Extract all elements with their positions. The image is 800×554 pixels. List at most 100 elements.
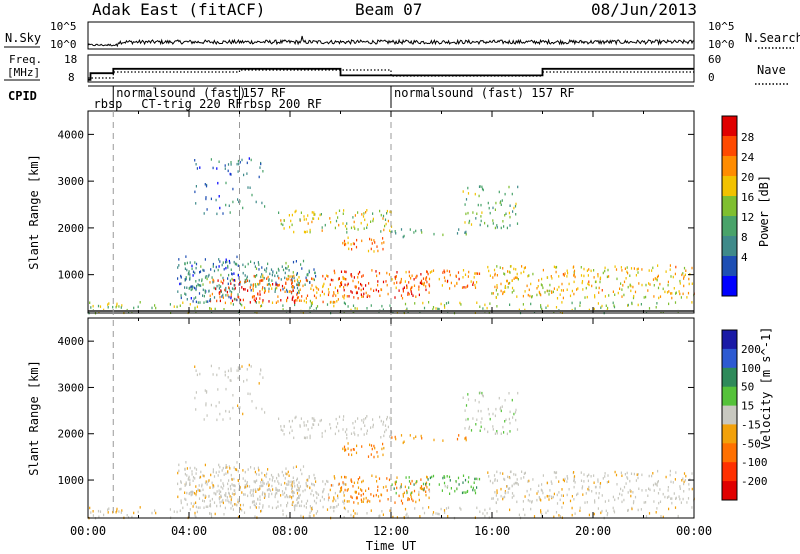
velocity-point-727 bbox=[429, 476, 431, 480]
velocity-point-288 bbox=[222, 482, 224, 485]
power-point-334 bbox=[300, 263, 302, 266]
power-point-1007 bbox=[553, 287, 555, 290]
power-point-583 bbox=[419, 281, 421, 285]
velocity-point-113 bbox=[414, 507, 416, 510]
power-point-733 bbox=[462, 276, 464, 279]
velocity-cb-band-2 bbox=[722, 367, 737, 388]
velocity-point-50 bbox=[484, 514, 486, 518]
velocity-point-1263 bbox=[216, 373, 218, 377]
power-point-987 bbox=[594, 280, 597, 284]
power-point-949 bbox=[601, 289, 603, 292]
velocity-point-353 bbox=[225, 466, 227, 469]
power-point-212 bbox=[263, 276, 265, 280]
velocity-point-1268 bbox=[259, 372, 261, 376]
power-point-342 bbox=[207, 275, 209, 278]
power-point-1290 bbox=[255, 200, 257, 204]
power-point-1127 bbox=[366, 223, 368, 227]
velocity-point-622 bbox=[402, 495, 404, 498]
velocity-point-1102 bbox=[389, 435, 391, 438]
velocity-point-71 bbox=[176, 510, 178, 514]
power-point-504 bbox=[323, 282, 325, 286]
velocity-point-94 bbox=[460, 508, 462, 511]
velocity-point-905 bbox=[555, 471, 557, 475]
velocity-point-659 bbox=[330, 484, 332, 487]
power-point-289 bbox=[285, 261, 287, 265]
velocity-point-77 bbox=[579, 506, 581, 510]
power-point-679 bbox=[357, 281, 360, 284]
power-point-1366 bbox=[210, 268, 212, 271]
velocity-point-773 bbox=[573, 485, 575, 489]
velocity-point-1132 bbox=[372, 425, 374, 429]
velocity-point-555 bbox=[252, 489, 254, 492]
power-point-1160 bbox=[369, 237, 371, 241]
velocity-point-1345 bbox=[197, 506, 199, 509]
power-point-455 bbox=[285, 281, 287, 285]
power-point-581 bbox=[404, 280, 406, 283]
power-point-819 bbox=[597, 273, 599, 276]
power-point-119 bbox=[438, 307, 440, 311]
power-point-501 bbox=[294, 279, 296, 283]
velocity-point-948 bbox=[645, 501, 647, 504]
power-point-353 bbox=[225, 261, 227, 264]
velocity-point-305 bbox=[197, 488, 199, 491]
velocity-point-946 bbox=[573, 475, 576, 478]
power-point-1387 bbox=[228, 295, 230, 299]
power-point-973 bbox=[581, 280, 584, 283]
power-point-685 bbox=[386, 271, 388, 275]
velocity-point-575 bbox=[363, 497, 365, 501]
velocity-point-477 bbox=[336, 505, 338, 508]
velocity-point-200 bbox=[217, 474, 219, 477]
power-point-347 bbox=[195, 266, 197, 270]
power-point-858 bbox=[670, 292, 672, 295]
velocity-point-823 bbox=[658, 501, 660, 505]
velocity-point-1405 bbox=[180, 499, 182, 502]
power-point-485 bbox=[324, 277, 326, 281]
velocity-point-1232 bbox=[492, 428, 494, 431]
velocity-point-90 bbox=[423, 511, 426, 515]
velocity-point-793 bbox=[571, 495, 573, 498]
power-point-826 bbox=[530, 282, 532, 286]
velocity-point-320 bbox=[206, 483, 208, 486]
velocity-point-730 bbox=[427, 478, 429, 481]
power-point-708 bbox=[443, 276, 446, 279]
velocity-point-1036 bbox=[686, 501, 688, 504]
power-point-1392 bbox=[186, 298, 188, 301]
power-point-701 bbox=[401, 297, 404, 300]
power-point-687 bbox=[355, 285, 357, 289]
power-point-462 bbox=[224, 288, 226, 292]
velocity-point-445 bbox=[238, 501, 240, 504]
power-point-31 bbox=[155, 306, 157, 310]
power-point-672 bbox=[380, 288, 382, 291]
power-point-1374 bbox=[204, 289, 206, 292]
power-point-158 bbox=[613, 304, 615, 307]
velocity-point-650 bbox=[353, 481, 355, 485]
velocity-point-387 bbox=[226, 496, 228, 499]
power-point-111 bbox=[262, 301, 264, 304]
power-point-898 bbox=[607, 268, 609, 272]
power-point-613 bbox=[411, 274, 413, 277]
velocity-point-1073 bbox=[291, 429, 293, 432]
velocity-point-667 bbox=[357, 502, 359, 505]
velocity-point-287 bbox=[261, 478, 263, 481]
velocity-point-784 bbox=[487, 471, 489, 474]
velocity-point-11 bbox=[310, 509, 312, 513]
velocity-point-514 bbox=[262, 481, 264, 484]
velocity-point-1408 bbox=[185, 483, 187, 487]
velocity-point-1233 bbox=[496, 432, 498, 435]
velocity-point-346 bbox=[200, 489, 202, 493]
power-point-104 bbox=[648, 307, 651, 310]
power-point-1110 bbox=[344, 224, 347, 228]
power-point-368 bbox=[255, 267, 258, 270]
power-point-274 bbox=[296, 272, 298, 275]
velocity-point-145 bbox=[518, 513, 520, 517]
velocity-point-444 bbox=[220, 494, 222, 497]
velocity-point-1192 bbox=[498, 396, 500, 400]
power-point-1142 bbox=[305, 218, 307, 221]
power-point-69 bbox=[120, 306, 122, 309]
power-point-562 bbox=[343, 296, 345, 300]
power-point-243 bbox=[244, 265, 246, 268]
velocity-point-97 bbox=[89, 506, 91, 510]
velocity-point-806 bbox=[588, 473, 590, 477]
power-point-356 bbox=[277, 267, 279, 271]
velocity-point-455 bbox=[285, 486, 287, 490]
